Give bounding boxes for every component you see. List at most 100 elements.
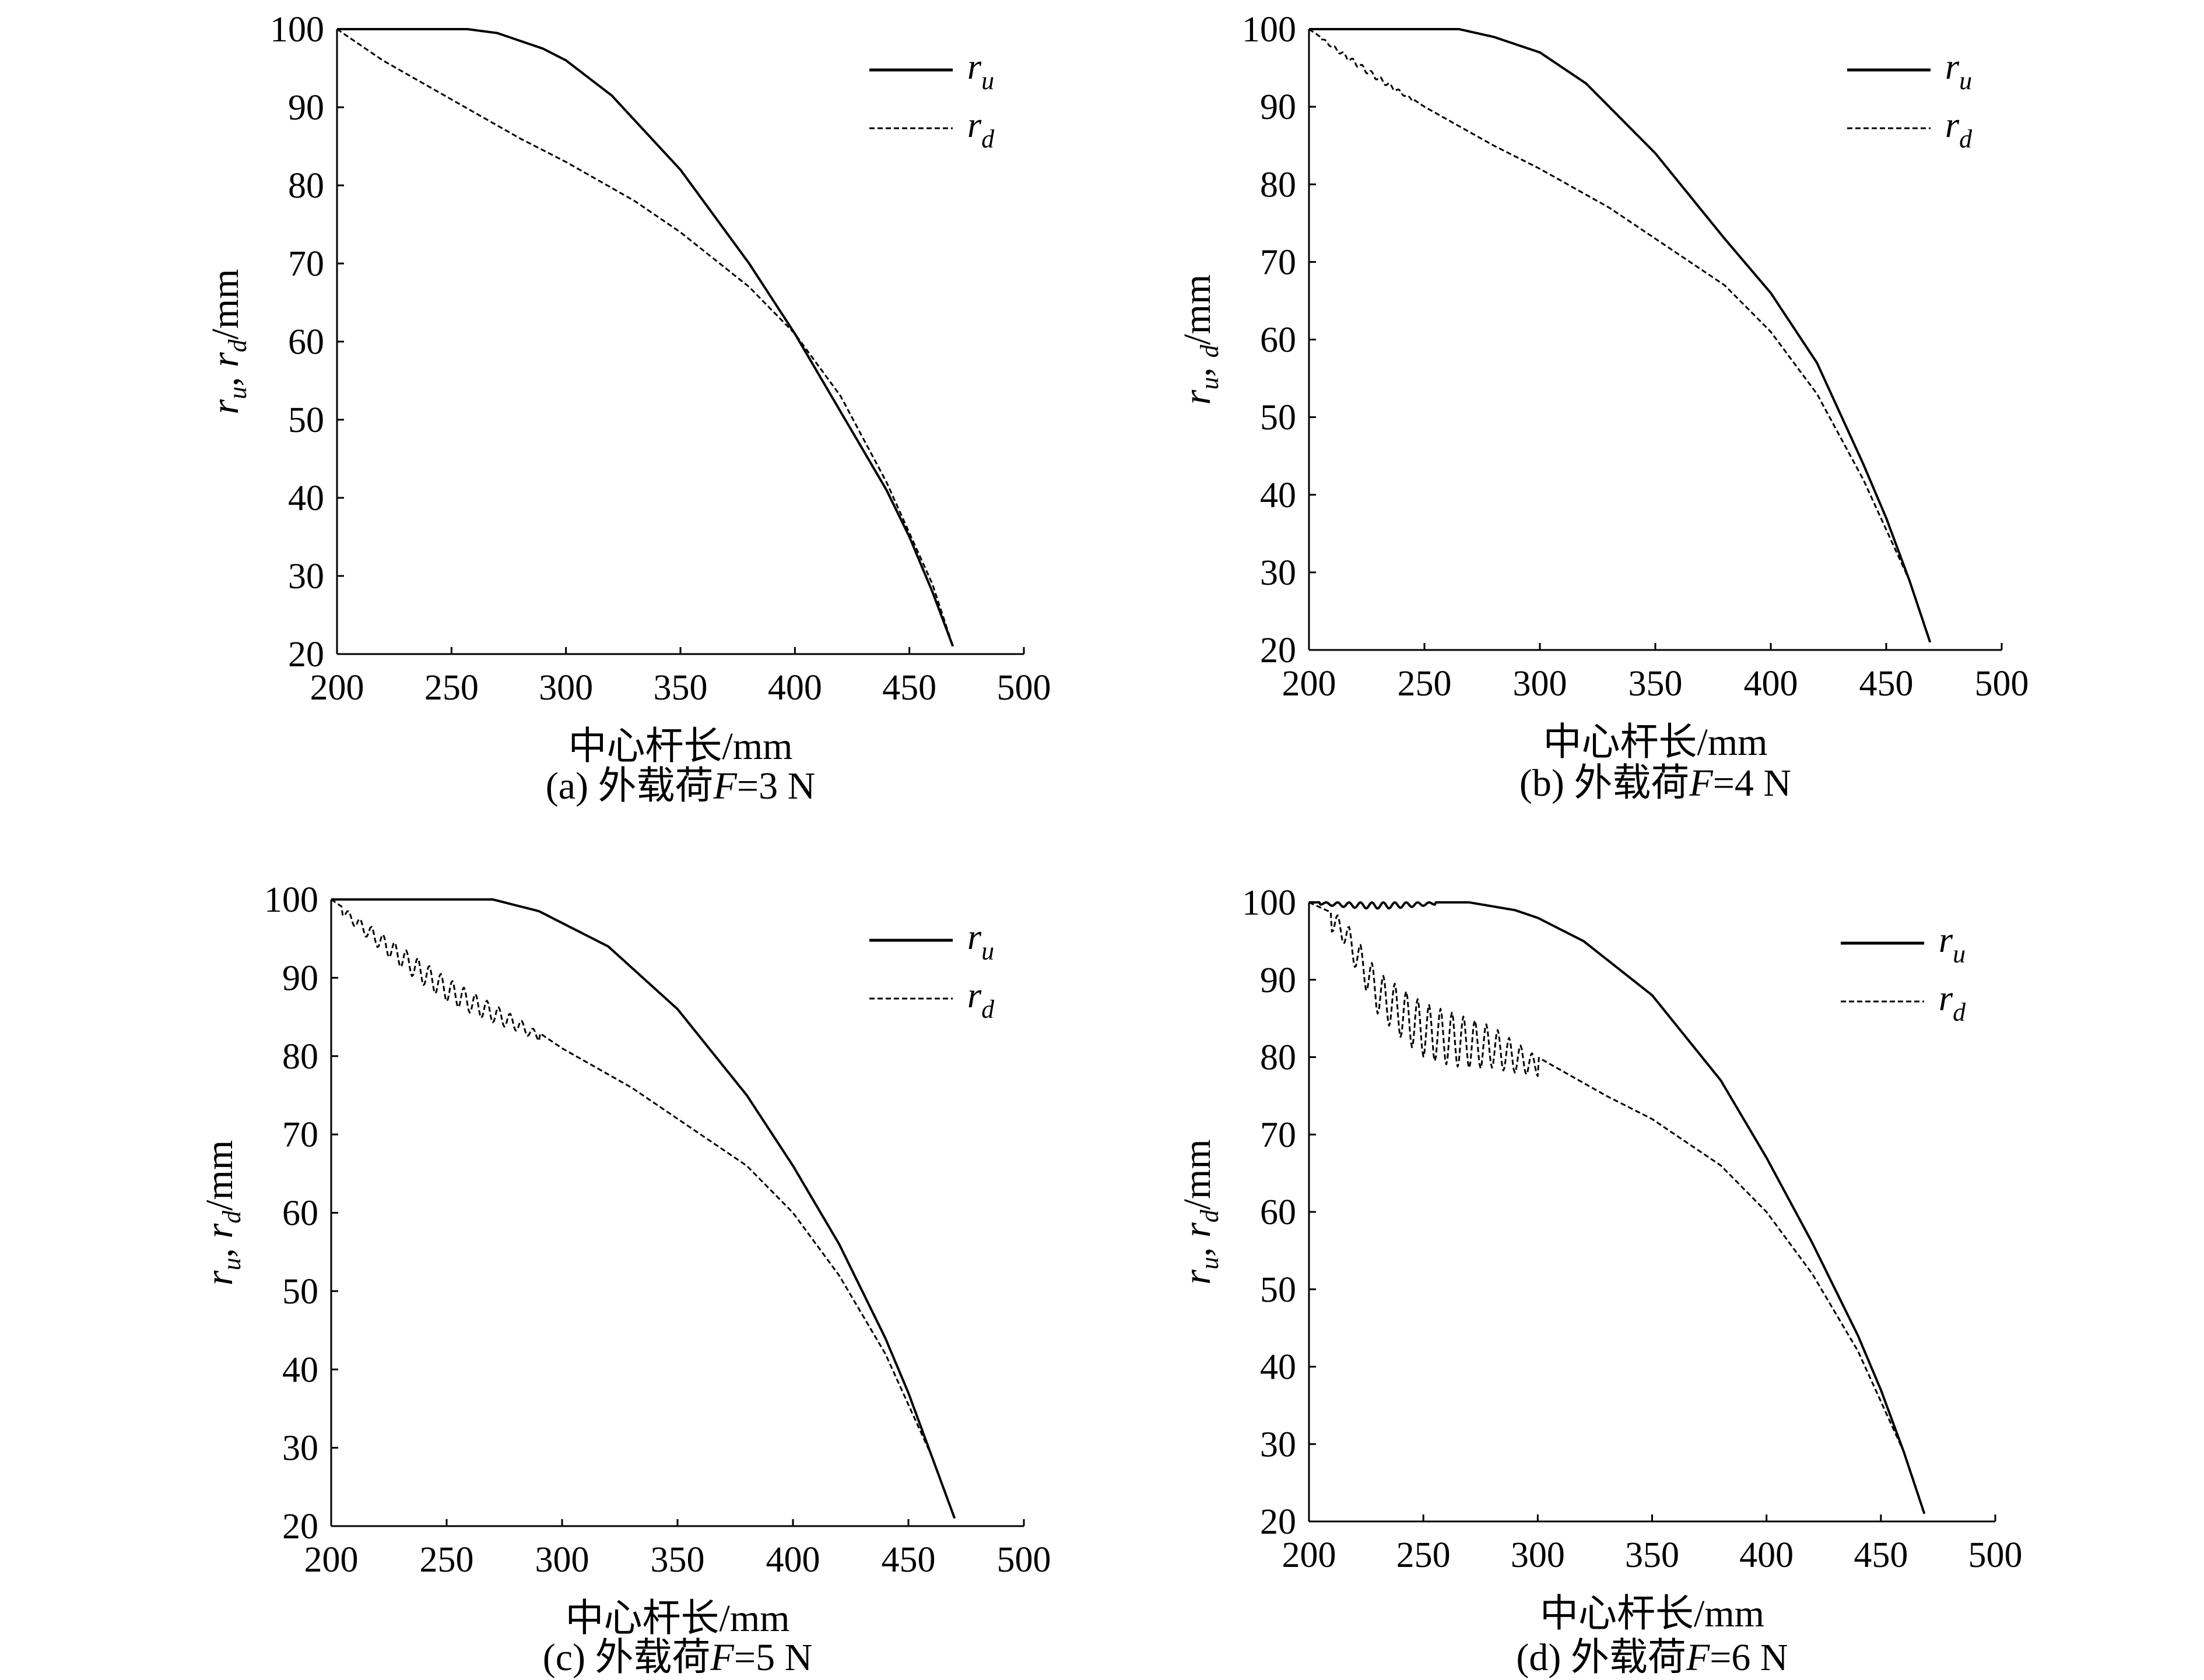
y-tick-label: 80 xyxy=(1260,1038,1296,1078)
caption-prefix: (d) 外载荷 xyxy=(1516,1636,1686,1679)
series-line-r-d xyxy=(336,28,954,647)
caption-variable: F xyxy=(1689,762,1713,804)
legend-label-var: r xyxy=(1945,106,1960,145)
legend-label-r-d: rd xyxy=(1945,106,1973,153)
legend-label-var: r xyxy=(1945,47,1960,87)
y-tick-label: 60 xyxy=(1260,1193,1296,1232)
x-tick-label: 500 xyxy=(1975,664,2029,704)
x-axis-title: 中心杆长/mm xyxy=(568,725,792,768)
y-tick-label: 70 xyxy=(282,1115,318,1155)
y-axis-title-unit: /mm xyxy=(1176,1139,1219,1210)
legend-label-var: r xyxy=(1939,979,1953,1018)
y-tick-label: 50 xyxy=(1260,1270,1296,1310)
caption-prefix: (b) 外载荷 xyxy=(1519,762,1689,804)
x-tick-label: 450 xyxy=(882,1540,936,1580)
caption-variable: F xyxy=(1686,1636,1710,1679)
y-axis-title-var: r xyxy=(1176,1222,1219,1238)
panel-b: 200 250 300 350 400 450 500 20 30 40 50 60 70 80 90 100… xyxy=(1176,10,2029,804)
caption-suffix: =3 N xyxy=(737,765,815,807)
y-tick-label: 40 xyxy=(282,1350,318,1390)
y-tick-label: 60 xyxy=(288,322,324,362)
legend-label-sub: d xyxy=(981,995,995,1024)
series-line-r-u xyxy=(1309,901,1926,1514)
y-tick-label: 80 xyxy=(282,1037,318,1077)
x-tick-label: 500 xyxy=(997,668,1051,708)
y-axis-title: ru, rd/mm xyxy=(198,1140,246,1285)
y-axis-title: ru, rd/mm xyxy=(204,269,252,414)
y-tick-label: 30 xyxy=(282,1429,318,1468)
y-tick-label: 70 xyxy=(288,244,324,284)
y-tick-label: 20 xyxy=(288,635,324,674)
series-line-r-d xyxy=(331,898,956,1519)
x-tick-label: 350 xyxy=(1629,664,1683,704)
y-axis-title-var: r xyxy=(1176,1270,1219,1285)
x-axis-title: 中心杆长/mm xyxy=(1543,721,1767,764)
legend-label-var: r xyxy=(1939,920,1953,960)
y-tick-label: 30 xyxy=(1260,1425,1296,1464)
y-tick-label: 90 xyxy=(288,88,324,128)
x-tick-label: 250 xyxy=(1396,1535,1451,1575)
series-line-r-d xyxy=(1308,901,1925,1514)
x-tick-label: 500 xyxy=(1968,1535,2023,1575)
y-axis-title-sub: d xyxy=(1195,345,1224,358)
x-tick-label: 350 xyxy=(651,1540,705,1580)
y-axis-title-var: r xyxy=(198,1224,241,1239)
y-tick-label: 80 xyxy=(1260,165,1296,205)
caption-variable: F xyxy=(713,765,738,807)
caption-suffix: =5 N xyxy=(734,1636,812,1679)
legend-label-sub: d xyxy=(1959,125,1973,153)
legend-label-r-d: rd xyxy=(967,106,995,153)
y-axis-title-unit: /mm xyxy=(204,269,247,339)
legend-label-r-u: ru xyxy=(967,918,994,965)
y-axis-title-var: r xyxy=(204,399,247,414)
caption-variable: F xyxy=(710,1636,735,1679)
x-tick-label: 300 xyxy=(535,1540,589,1580)
panel-c: 200 250 300 350 400 450 500 20 30 40 50 60 70 80 90 100… xyxy=(198,880,1051,1679)
x-tick-label: 200 xyxy=(304,1540,359,1580)
y-axis-title-var: r xyxy=(1176,389,1219,405)
x-tick-label: 400 xyxy=(766,1540,820,1580)
y-tick-label: 20 xyxy=(282,1507,318,1547)
y-tick-label: 100 xyxy=(270,10,324,50)
y-axis-title-unit: /mm xyxy=(198,1140,241,1211)
x-tick-label: 300 xyxy=(1513,664,1567,704)
panel-caption: (a) 外载荷F=3 N xyxy=(546,765,815,807)
y-tick-label: 80 xyxy=(288,166,324,206)
x-tick-label: 450 xyxy=(1859,664,1914,704)
x-tick-label: 450 xyxy=(1854,1535,1908,1575)
x-tick-label: 250 xyxy=(424,668,479,708)
y-tick-label: 50 xyxy=(288,400,324,440)
legend-label-var: r xyxy=(967,106,982,145)
y-tick-label: 100 xyxy=(264,880,318,920)
x-tick-label: 400 xyxy=(1739,1535,1794,1575)
y-tick-label: 50 xyxy=(282,1272,318,1312)
legend-label-sub: u xyxy=(981,66,994,95)
y-axis-title-sep: , xyxy=(204,367,247,386)
y-tick-label: 90 xyxy=(282,958,318,998)
y-tick-label: 100 xyxy=(1242,883,1296,923)
y-tick-label: 60 xyxy=(1260,321,1296,360)
y-tick-label: 40 xyxy=(288,479,324,518)
y-axis-title-sub: u xyxy=(217,1258,246,1271)
legend-label-r-d: rd xyxy=(967,976,995,1024)
caption-prefix: (c) 外载荷 xyxy=(543,1636,711,1679)
y-tick-label: 20 xyxy=(1260,631,1296,670)
caption-suffix: =4 N xyxy=(1713,762,1791,804)
x-tick-label: 400 xyxy=(768,668,822,708)
x-tick-label: 350 xyxy=(1625,1535,1679,1575)
series-line-r-u xyxy=(1309,28,1932,643)
x-tick-label: 200 xyxy=(1282,1535,1336,1575)
y-tick-label: 40 xyxy=(1260,1348,1296,1387)
x-tick-label: 450 xyxy=(882,668,936,708)
y-axis-title-sep: , xyxy=(198,1239,241,1258)
panel-caption: (c) 外载荷F=5 N xyxy=(543,1636,812,1679)
x-tick-label: 500 xyxy=(997,1540,1051,1580)
y-tick-label: 50 xyxy=(1260,398,1296,438)
y-axis-title-var: r xyxy=(198,1270,241,1285)
y-axis-title-sep: , xyxy=(1176,1238,1219,1257)
x-tick-label: 300 xyxy=(1511,1535,1565,1575)
legend-label-var: r xyxy=(967,976,982,1015)
y-tick-label: 100 xyxy=(1242,10,1296,50)
legend-label-sub: d xyxy=(981,125,995,153)
legend-label-sub: u xyxy=(981,937,994,965)
